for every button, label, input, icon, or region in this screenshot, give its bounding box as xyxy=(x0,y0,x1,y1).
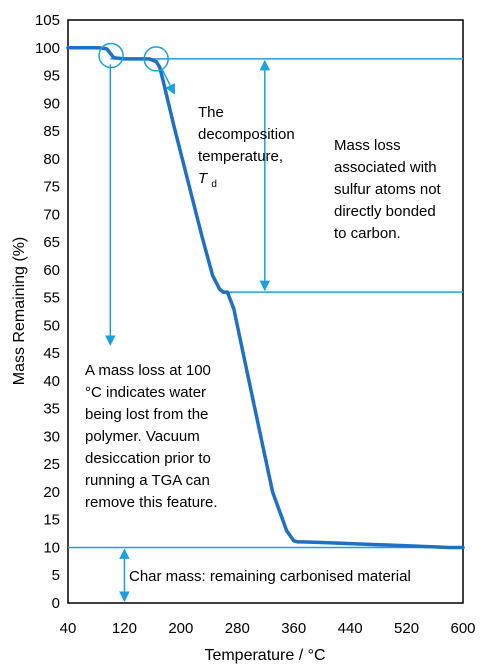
annotation-water-line: remove this feature. xyxy=(85,494,218,511)
annotation-decomposition-symbol: T xyxy=(198,170,209,187)
y-tick-label: 65 xyxy=(43,234,60,251)
y-tick-label: 50 xyxy=(43,317,60,334)
decomposition-marker xyxy=(143,46,169,72)
x-tick-label: 520 xyxy=(394,620,419,637)
annotation-sulfur-line: associated with xyxy=(334,159,437,176)
y-tick-label: 70 xyxy=(43,206,60,223)
x-tick-label: 440 xyxy=(338,620,363,637)
reference-lines xyxy=(68,58,463,603)
x-axis-ticks: 40 120 200 280 360 440 520 600 xyxy=(60,620,476,637)
x-tick-label: 120 xyxy=(112,620,137,637)
y-tick-label: 90 xyxy=(43,95,60,112)
plot-frame xyxy=(67,19,464,604)
y-tick-label: 75 xyxy=(43,179,60,196)
y-tick-label: 105 xyxy=(35,12,60,29)
annotation-sulfur-line: directly bonded xyxy=(334,203,436,220)
annotation-decomposition-subscript: d xyxy=(211,179,217,190)
annotation-decomposition-line: decomposition xyxy=(198,126,295,143)
y-tick-label: 20 xyxy=(43,484,60,501)
annotation-water-line: running a TGA can xyxy=(85,472,210,489)
annotation-water-line: polymer. Vacuum xyxy=(85,428,200,445)
y-tick-label: 0 xyxy=(52,595,60,612)
x-axis-title: Temperature / °C xyxy=(204,647,325,664)
y-tick-label: 40 xyxy=(43,373,60,390)
annotation-water-line: °C indicates water xyxy=(85,384,206,401)
annotation-sulfur-line: to carbon. xyxy=(334,225,401,242)
x-tick-label: 200 xyxy=(168,620,193,637)
y-tick-label: 25 xyxy=(43,456,60,473)
y-axis-title: Mass Remaining (%) xyxy=(11,237,28,385)
annotation-water-line: A mass loss at 100 xyxy=(85,362,211,379)
y-tick-label: 35 xyxy=(43,401,60,418)
y-tick-label: 95 xyxy=(43,68,60,85)
annotation-sulfur-line: Mass loss xyxy=(334,137,401,154)
annotation-water-line: desiccation prior to xyxy=(85,450,211,467)
y-tick-label: 100 xyxy=(35,40,60,57)
annotation-decomposition-line: temperature, xyxy=(198,148,283,165)
annotation-sulfur-loss: Mass loss associated with sulfur atoms n… xyxy=(334,137,445,242)
series-layer xyxy=(66,46,465,550)
annotation-water-line: being lost from the xyxy=(85,406,208,423)
y-tick-label: 30 xyxy=(43,428,60,445)
annotation-decomposition-line: The xyxy=(198,104,224,121)
annotation-char-mass: Char mass: remaining carbonised material xyxy=(129,568,411,585)
x-tick-label: 280 xyxy=(225,620,250,637)
annotation-water-loss: A mass loss at 100 °C indicates water be… xyxy=(85,362,218,511)
x-tick-label: 360 xyxy=(281,620,306,637)
y-tick-label: 55 xyxy=(43,290,60,307)
y-axis-ticks: 0 5 10 15 20 25 30 35 40 45 50 55 60 65 70 75 80 85 90 95 10… xyxy=(35,12,60,612)
y-tick-label: 60 xyxy=(43,262,60,279)
water-loss-marker xyxy=(98,42,124,69)
y-tick-label: 85 xyxy=(43,123,60,140)
y-tick-label: 10 xyxy=(43,539,60,556)
annotation-decomposition: The decomposition temperature, T d xyxy=(198,104,299,190)
decomposition-leader-arrow xyxy=(161,68,176,95)
y-tick-label: 80 xyxy=(43,151,60,168)
x-tick-label: 600 xyxy=(450,620,475,637)
x-tick-label: 40 xyxy=(60,620,77,637)
annotation-markers xyxy=(98,42,176,95)
y-tick-label: 45 xyxy=(43,345,60,362)
series-line xyxy=(66,46,465,550)
y-tick-label: 15 xyxy=(43,512,60,529)
y-tick-label: 5 xyxy=(52,567,60,584)
annotation-sulfur-line: sulfur atoms not xyxy=(334,181,442,198)
